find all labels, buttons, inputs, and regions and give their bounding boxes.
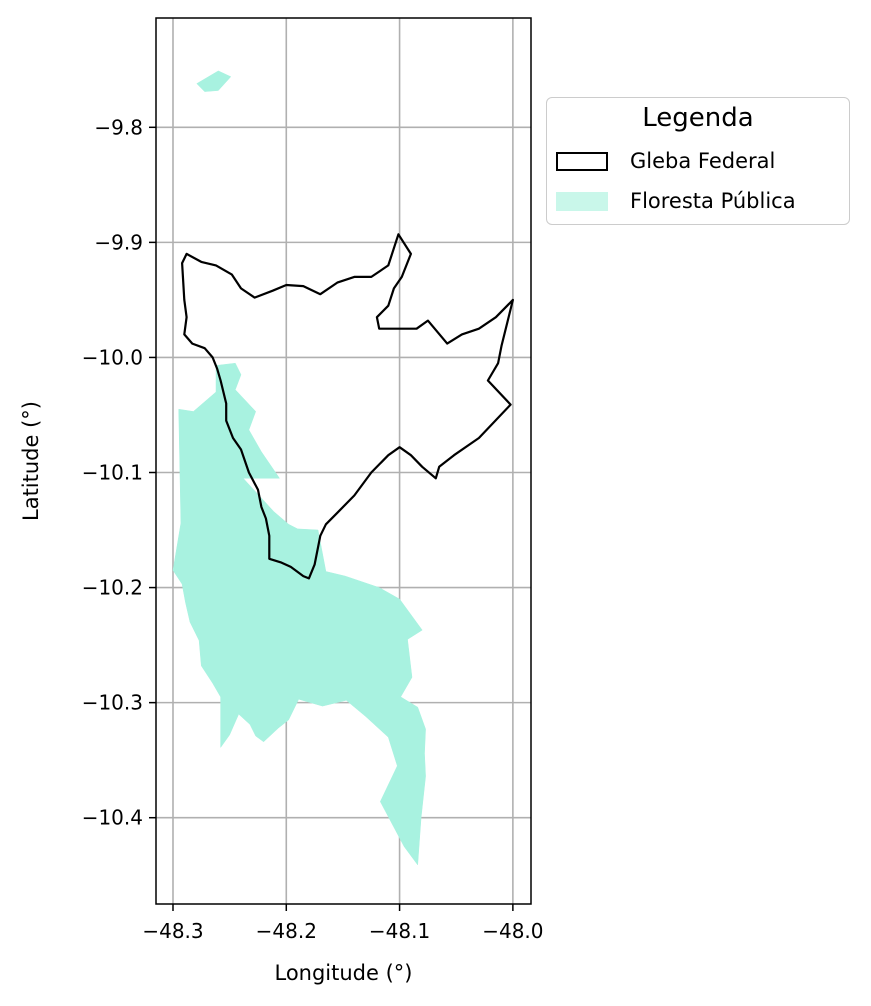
legend-title: Legenda <box>642 103 754 133</box>
x-axis-title: Longitude (°) <box>274 961 412 985</box>
legend-swatch-gleba-federal <box>556 151 608 171</box>
x-tick-label: −48.1 <box>369 919 430 943</box>
y-ticks: −9.8 −9.9 −10.0 −10.1 −10.2 −10.3 −10.4 <box>82 115 156 830</box>
legend-entry-floresta-publica: Floresta Pública <box>556 186 796 216</box>
gleba-federal-layer <box>181 233 515 580</box>
floresta-publica-polygon <box>196 70 232 92</box>
x-tick-label: −48.2 <box>256 919 317 943</box>
y-tick-label: −10.3 <box>82 691 143 715</box>
y-tick-label: −10.2 <box>82 576 143 600</box>
legend-swatch-floresta-publica <box>556 191 608 211</box>
plot-frame <box>155 17 532 905</box>
y-axis-title: Latitude (°) <box>19 401 43 521</box>
x-tick-label: −48.0 <box>482 919 543 943</box>
x-tick-label: −48.3 <box>142 919 203 943</box>
y-tick-label: −10.1 <box>82 461 143 485</box>
legend-label-floresta-publica: Floresta Pública <box>630 189 796 213</box>
y-tick-label: −10.0 <box>82 345 143 369</box>
floresta-publica-polygon <box>172 362 426 866</box>
gridlines <box>156 18 531 904</box>
legend: Legenda Gleba Federal Floresta Pública <box>546 97 850 225</box>
y-tick-label: −9.8 <box>94 115 143 139</box>
legend-entry-gleba-federal: Gleba Federal <box>556 146 775 176</box>
legend-label-gleba-federal: Gleba Federal <box>630 149 776 173</box>
x-ticks: −48.3 −48.2 −48.1 −48.0 <box>142 904 544 943</box>
gleba-federal-polygon <box>181 233 515 580</box>
y-tick-label: −10.4 <box>82 806 143 830</box>
y-tick-label: −9.9 <box>94 230 143 254</box>
floresta-publica-layer <box>172 70 426 866</box>
